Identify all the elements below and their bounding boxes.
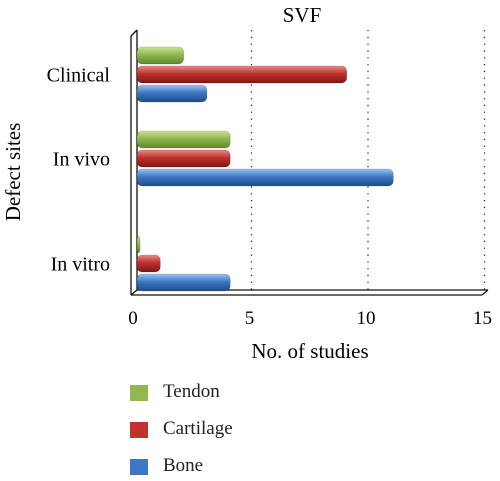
y-tick-label: In vivo bbox=[53, 149, 110, 171]
legend-label-bone: Bone bbox=[163, 455, 204, 476]
bars bbox=[136, 46, 394, 292]
x-tick-label: 0 bbox=[128, 308, 138, 329]
y-tick-label: Clinical bbox=[47, 65, 111, 87]
bar-bone-in-vivo bbox=[136, 168, 394, 187]
legend-label-cartilage: Cartilage bbox=[163, 418, 233, 439]
bar-tendon-in-vitro bbox=[136, 235, 141, 254]
bar-tendon-clinical bbox=[136, 46, 184, 65]
bar-cartilage-clinical bbox=[136, 65, 347, 84]
bar-bone-clinical bbox=[136, 84, 208, 103]
x-tick-label: 5 bbox=[245, 308, 255, 329]
legend-label-tendon: Tendon bbox=[163, 381, 220, 402]
x-axis-label: No. of studies bbox=[251, 339, 368, 363]
legend-swatch-bone bbox=[130, 459, 148, 475]
legend-swatch-tendon bbox=[130, 385, 148, 401]
y-axis-label: Defect sites bbox=[1, 123, 25, 222]
bar-cartilage-in-vivo bbox=[136, 149, 231, 168]
x-axis-tick-labels: 0 5 10 15 bbox=[128, 308, 492, 329]
gridlines bbox=[250, 30, 486, 290]
bar-bone-in-vitro bbox=[136, 273, 231, 292]
bar-cartilage-in-vitro bbox=[136, 254, 161, 273]
bar-chart: SVF Clinical In vivo In vitro 0 5 10 15 No. o… bbox=[1, 3, 492, 363]
legend-swatch-cartilage bbox=[130, 422, 148, 438]
bar-tendon-in-vivo bbox=[136, 130, 231, 149]
y-axis-tick-labels: Clinical In vivo In vitro bbox=[47, 65, 111, 276]
y-tick-label: In vitro bbox=[51, 254, 110, 276]
chart-title: SVF bbox=[283, 3, 322, 27]
x-tick-label: 15 bbox=[473, 308, 492, 329]
x-tick-label: 10 bbox=[357, 308, 376, 329]
